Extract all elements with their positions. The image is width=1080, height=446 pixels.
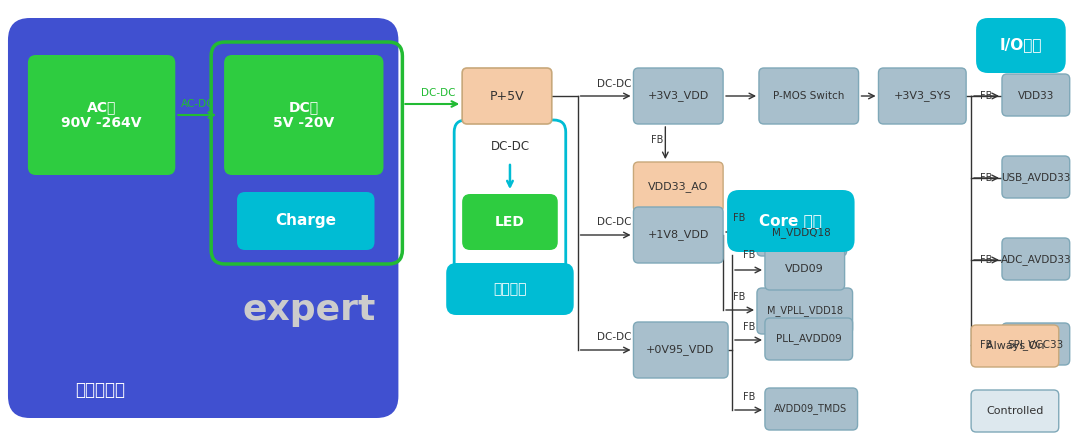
Text: 背光显示: 背光显示 [494, 282, 527, 296]
Text: I/O供电: I/O供电 [1000, 37, 1042, 53]
Text: FB: FB [980, 173, 993, 183]
FancyBboxPatch shape [1002, 238, 1069, 280]
FancyBboxPatch shape [759, 68, 859, 124]
Text: DC-DC: DC-DC [490, 140, 529, 153]
Text: 手机充电器: 手机充电器 [75, 381, 124, 399]
Text: PLL_AVDD09: PLL_AVDD09 [775, 334, 841, 344]
Text: DC-DC: DC-DC [597, 79, 632, 89]
Text: AC：
90V -264V: AC： 90V -264V [62, 100, 141, 130]
Text: SPI_VCC33: SPI_VCC33 [1008, 339, 1064, 351]
Text: DC-DC: DC-DC [597, 332, 632, 342]
Text: FB: FB [651, 135, 663, 145]
Text: Always On: Always On [986, 341, 1044, 351]
FancyBboxPatch shape [976, 18, 1066, 73]
Text: VDD09: VDD09 [785, 264, 824, 274]
FancyBboxPatch shape [757, 210, 847, 256]
FancyBboxPatch shape [634, 207, 724, 263]
Text: FB: FB [980, 91, 993, 101]
FancyBboxPatch shape [462, 194, 557, 250]
Text: DC：
5V -20V: DC： 5V -20V [273, 100, 335, 130]
FancyBboxPatch shape [765, 318, 852, 360]
FancyBboxPatch shape [8, 18, 399, 418]
Text: P+5V: P+5V [489, 90, 524, 103]
FancyBboxPatch shape [634, 68, 724, 124]
FancyBboxPatch shape [1002, 323, 1069, 365]
Text: AC-DC: AC-DC [180, 99, 214, 109]
Text: +3V3_SYS: +3V3_SYS [893, 91, 951, 101]
FancyBboxPatch shape [757, 288, 852, 334]
FancyBboxPatch shape [878, 68, 967, 124]
FancyBboxPatch shape [237, 192, 375, 250]
FancyBboxPatch shape [634, 322, 728, 378]
FancyBboxPatch shape [225, 55, 383, 175]
Text: FB: FB [980, 340, 993, 350]
FancyBboxPatch shape [1002, 74, 1069, 116]
Text: DC-DC: DC-DC [597, 217, 632, 227]
Text: FB: FB [733, 213, 745, 223]
FancyBboxPatch shape [971, 390, 1058, 432]
Text: Controlled: Controlled [986, 406, 1043, 416]
Text: +3V3_VDD: +3V3_VDD [648, 91, 708, 101]
Text: FB: FB [743, 322, 755, 332]
Text: Core 供电: Core 供电 [759, 214, 822, 228]
FancyBboxPatch shape [634, 162, 724, 212]
Text: expert: expert [242, 293, 376, 327]
Text: +1V8_VDD: +1V8_VDD [648, 230, 708, 240]
FancyBboxPatch shape [28, 55, 175, 175]
FancyBboxPatch shape [971, 325, 1058, 367]
Text: FB: FB [743, 392, 755, 402]
FancyBboxPatch shape [462, 68, 552, 124]
Text: USB_AVDD33: USB_AVDD33 [1001, 173, 1070, 183]
FancyBboxPatch shape [1002, 156, 1069, 198]
Text: P-MOS Switch: P-MOS Switch [773, 91, 845, 101]
Text: VDD33: VDD33 [1017, 91, 1054, 101]
Text: FB: FB [743, 250, 755, 260]
FancyBboxPatch shape [446, 263, 573, 315]
Text: Charge: Charge [275, 214, 336, 228]
Text: FB: FB [733, 292, 745, 302]
Text: +0V95_VDD: +0V95_VDD [646, 345, 715, 355]
FancyBboxPatch shape [727, 190, 854, 252]
Text: DC-DC: DC-DC [421, 88, 456, 98]
FancyBboxPatch shape [765, 388, 858, 430]
Text: M_VPLL_VDD18: M_VPLL_VDD18 [767, 306, 842, 317]
Text: VDD33_AO: VDD33_AO [648, 182, 708, 193]
Text: AVDD09_TMDS: AVDD09_TMDS [774, 404, 848, 414]
Text: ADC_AVDD33: ADC_AVDD33 [1000, 255, 1071, 265]
Text: LED: LED [495, 215, 525, 229]
Text: M_VDDQ18: M_VDDQ18 [772, 227, 832, 239]
FancyBboxPatch shape [765, 248, 845, 290]
Text: FB: FB [980, 255, 993, 265]
